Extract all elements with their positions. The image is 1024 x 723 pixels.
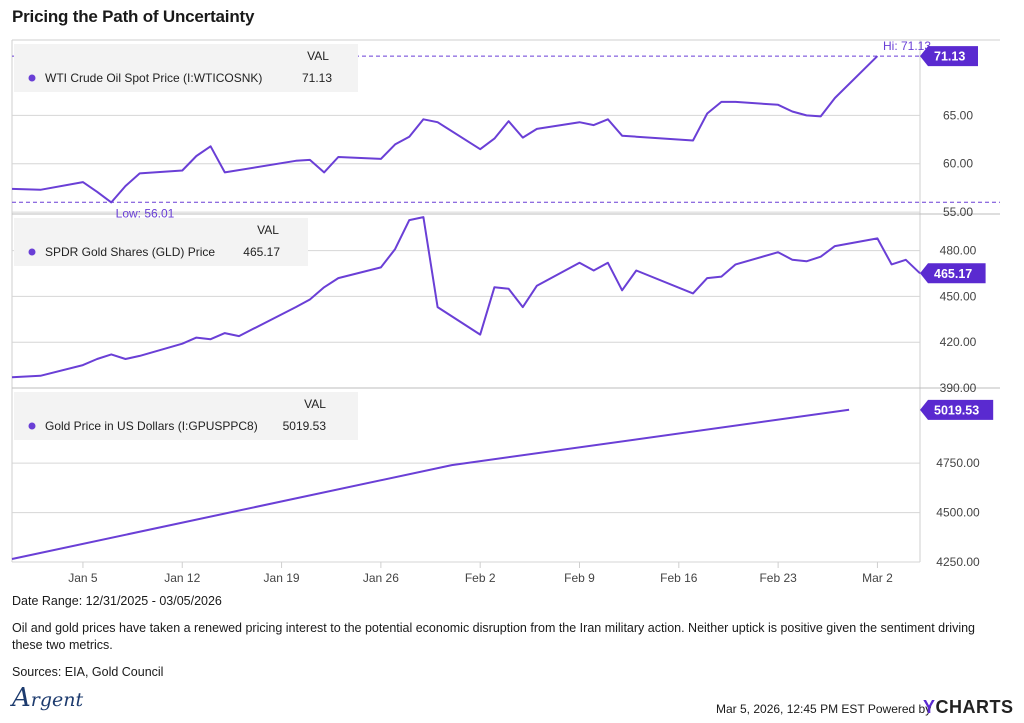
series-layer: Hi: 71.13 Low: 56.01: [11, 39, 1000, 560]
y-tick-label: 4500.00: [936, 506, 980, 520]
legend-layer: VAL WTI Crude Oil Spot Price (I:WTICOSNK)…: [14, 44, 358, 440]
legend-series-name: SPDR Gold Shares (GLD) Price: [45, 245, 215, 259]
x-tick-label: Mar 2: [862, 571, 893, 585]
legend-marker: [28, 248, 36, 256]
ycharts-logo[interactable]: YCHARTS: [923, 697, 1014, 717]
last-value-label: 465.17: [934, 267, 972, 281]
x-tick-label: Jan 12: [164, 571, 200, 585]
last-value-tag: [920, 46, 978, 67]
y-tick-label: 55.00: [943, 205, 973, 219]
series-line-2: [11, 216, 921, 379]
x-tick-label: Jan 26: [363, 571, 399, 585]
legend-box: [14, 392, 358, 440]
y-tick-label: 4750.00: [936, 456, 980, 470]
legend-value: 71.13: [302, 71, 332, 85]
legend-value: 5019.53: [283, 419, 327, 433]
last-value-label: 5019.53: [934, 403, 979, 417]
chart-title: Pricing the Path of Uncertainty: [12, 7, 255, 26]
legend-series-name: Gold Price in US Dollars (I:GPUSPPC8): [45, 419, 258, 433]
y-tick-label: 390.00: [940, 381, 977, 395]
y-tick-label: 480.00: [940, 244, 977, 258]
x-tick-label: Feb 23: [759, 571, 797, 585]
legend-box: [14, 218, 308, 266]
x-tick-label: Jan 5: [68, 571, 98, 585]
last-value-tag: [920, 263, 986, 284]
timestamp: Mar 5, 2026, 12:45 PM EST Powered by: [716, 702, 932, 716]
y-tick-label: 60.00: [943, 157, 973, 171]
last-value-tag: [920, 399, 994, 420]
date-range: Date Range: 12/31/2025 - 03/05/2026: [12, 594, 222, 608]
legend-marker: [28, 74, 36, 82]
x-tick-label: Feb 16: [660, 571, 698, 585]
legend-box: [14, 44, 358, 92]
legend-series-name: WTI Crude Oil Spot Price (I:WTICOSNK): [45, 71, 262, 85]
axis-layer: 65.00 60.00 55.00 71.13 480.00 450.00 420.00 39…: [68, 46, 994, 585]
legend-header: VAL: [257, 223, 279, 237]
series-line-1: [11, 55, 879, 204]
y-tick-label: 450.00: [940, 289, 977, 303]
last-value-label: 71.13: [934, 50, 965, 64]
y-tick-label: 420.00: [940, 335, 977, 349]
legend-header: VAL: [304, 397, 326, 411]
high-label: Hi: 71.13: [883, 39, 931, 53]
legend-header: VAL: [307, 49, 329, 63]
legend-value: 465.17: [243, 245, 280, 259]
grid-layer: [11, 39, 1000, 563]
description-text: Oil and gold prices have taken a renewed…: [12, 621, 975, 652]
y-tick-label: 65.00: [943, 108, 973, 122]
x-tick-label: Feb 9: [564, 571, 595, 585]
low-label: Low: 56.01: [116, 206, 175, 220]
legend-marker: [28, 422, 36, 430]
argent-logo: Argent: [12, 683, 84, 713]
sources-text: Sources: EIA, Gold Council: [12, 665, 164, 679]
series-line-3: [11, 408, 850, 560]
x-tick-label: Feb 2: [465, 571, 496, 585]
x-tick-label: Jan 19: [264, 571, 300, 585]
y-tick-label: 4250.00: [936, 555, 980, 569]
